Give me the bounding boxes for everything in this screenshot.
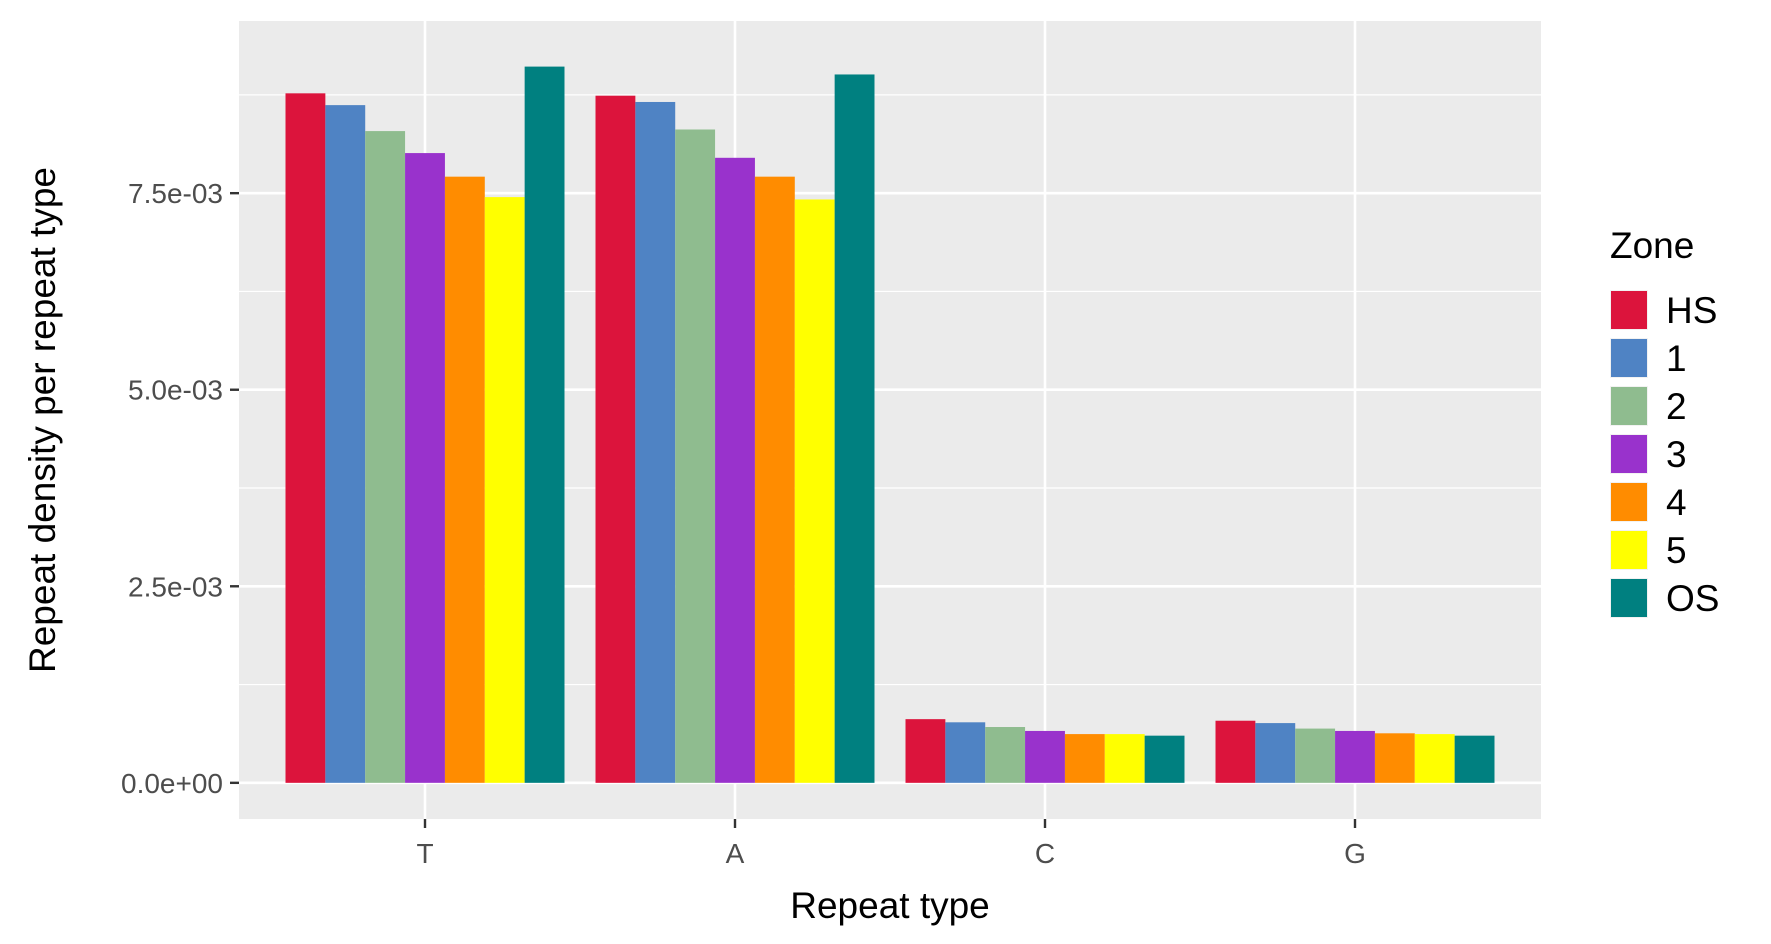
legend-key-HS <box>1611 291 1647 329</box>
legend-key-OS <box>1611 579 1647 617</box>
bar-C-5 <box>1104 734 1145 783</box>
bar-G-3 <box>1335 730 1375 783</box>
legend-key-4 <box>1611 483 1647 521</box>
bar-A-OS <box>834 74 875 783</box>
bar-T-1 <box>325 105 366 783</box>
x-tick-label: G <box>1344 838 1366 869</box>
bar-T-5 <box>484 197 525 783</box>
legend-key-1 <box>1611 339 1647 377</box>
bar-G-HS <box>1215 720 1256 783</box>
bar-C-3 <box>1025 730 1065 783</box>
legend: Zone HS 1 2 3 4 5 OS <box>1610 225 1719 619</box>
bar-T-3 <box>405 153 445 783</box>
bar-C-OS <box>1144 735 1185 783</box>
legend-key-3 <box>1611 435 1647 473</box>
bar-C-4 <box>1064 734 1105 783</box>
y-axis: 0.0e+00 2.5e-03 5.0e-03 7.5e-03 <box>121 178 239 799</box>
x-axis-title: Repeat type <box>790 885 990 926</box>
bar-G-1 <box>1255 723 1296 783</box>
legend-label-HS: HS <box>1666 290 1717 331</box>
bar-T-4 <box>444 176 485 783</box>
legend-title: Zone <box>1610 225 1694 266</box>
x-tick-label: A <box>726 838 745 869</box>
bar-C-HS <box>905 719 946 783</box>
bar-A-5 <box>794 199 835 783</box>
legend-key-5 <box>1611 531 1647 569</box>
bar-A-2 <box>675 129 716 783</box>
legend-label-OS: OS <box>1666 578 1719 619</box>
bar-A-1 <box>635 101 676 783</box>
y-axis-title: Repeat density per repeat type <box>22 167 63 673</box>
y-tick-label: 0.0e+00 <box>121 768 223 799</box>
legend-label-5: 5 <box>1666 530 1687 571</box>
bar-C-1 <box>945 722 986 783</box>
legend-label-3: 3 <box>1666 434 1687 475</box>
bar-A-HS <box>595 95 636 783</box>
x-tick-label: T <box>416 838 433 869</box>
legend-label-2: 2 <box>1666 386 1687 427</box>
y-tick-label: 7.5e-03 <box>128 178 223 209</box>
bar-C-2 <box>985 727 1026 783</box>
bars <box>285 66 1495 783</box>
legend-key-2 <box>1611 387 1647 425</box>
bar-T-OS <box>524 66 565 783</box>
bar-T-2 <box>365 131 406 783</box>
y-tick-label: 5.0e-03 <box>128 375 223 406</box>
bar-G-5 <box>1414 734 1455 783</box>
bar-G-2 <box>1295 728 1336 783</box>
x-tick-label: C <box>1035 838 1055 869</box>
bar-G-4 <box>1374 733 1415 783</box>
legend-label-4: 4 <box>1666 482 1687 523</box>
legend-label-1: 1 <box>1666 338 1687 379</box>
bar-T-HS <box>285 93 326 783</box>
bar-A-3 <box>715 157 755 783</box>
bar-A-4 <box>754 176 795 783</box>
bar-G-OS <box>1454 735 1495 783</box>
y-tick-label: 2.5e-03 <box>128 571 223 602</box>
